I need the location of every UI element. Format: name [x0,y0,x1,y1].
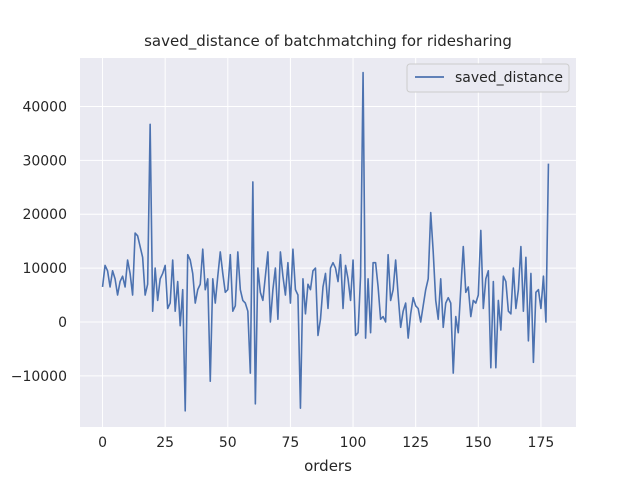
x-tick-label: 175 [528,435,555,451]
x-tick-label: 0 [98,435,107,451]
y-tick-label: 30000 [22,153,67,169]
x-tick-label: 150 [465,435,492,451]
legend-label-saved-distance: saved_distance [455,70,563,86]
legend-box [406,63,570,93]
y-tick-label: 0 [58,315,67,331]
y-tick-labels: −10000 0 10000 20000 30000 40000 [11,99,67,384]
plot-area [80,58,576,427]
y-tick-label: 10000 [22,261,67,277]
x-tick-label: 50 [219,435,237,451]
x-tick-label: 125 [402,435,429,451]
series-line-saved-distance [101,71,550,412]
grid-lines [80,58,576,427]
y-tick-label: 20000 [22,207,67,223]
y-tick-label: 40000 [22,99,67,115]
chart-title: saved_distance of batchmatching for ride… [144,32,512,51]
series-layer [101,71,550,412]
x-axis-label: orders [304,457,352,475]
legend: saved_distance [406,63,570,93]
x-tick-labels: 0 25 50 75 100 125 150 175 [98,435,554,451]
x-tick-label: 25 [156,435,174,451]
x-tick-label: 75 [282,435,300,451]
y-tick-label: −10000 [11,369,67,385]
x-tick-label: 100 [340,435,367,451]
